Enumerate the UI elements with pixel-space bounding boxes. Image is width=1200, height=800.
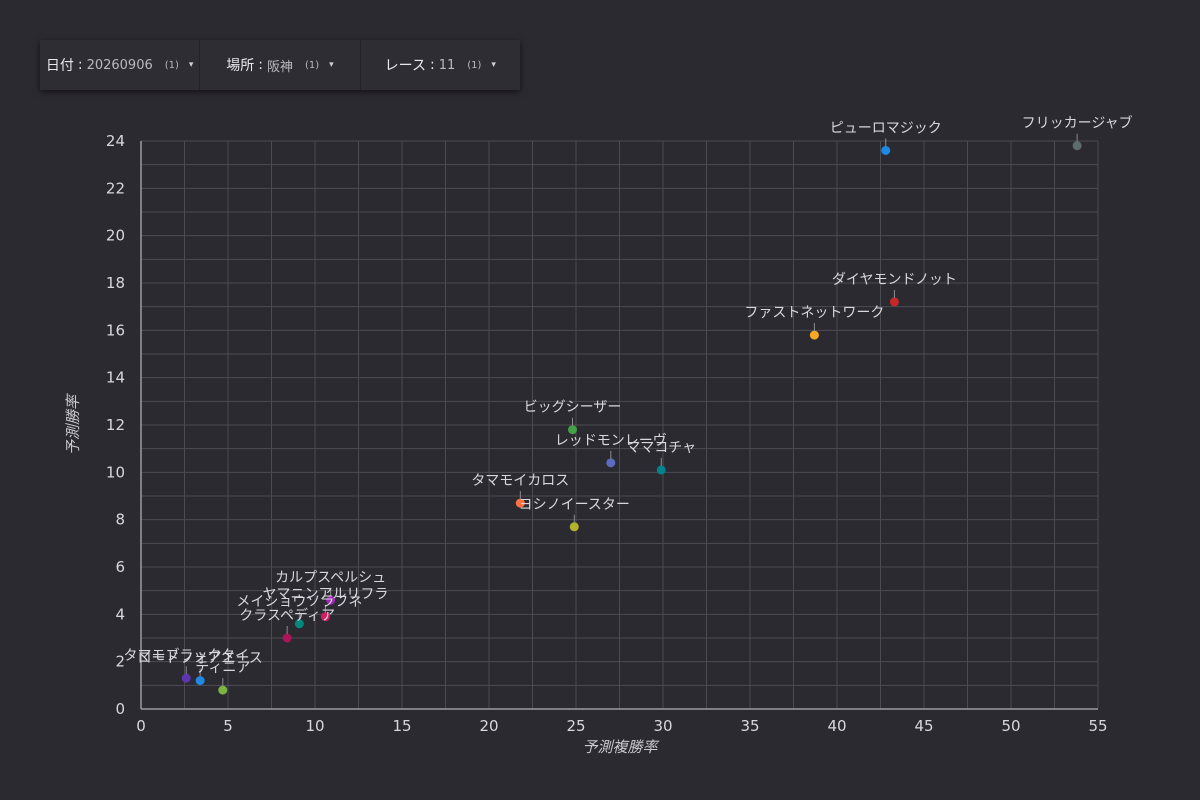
- data-point: [195, 676, 205, 686]
- y-tick-label: 10: [106, 463, 125, 481]
- x-tick-label: 55: [1088, 717, 1107, 735]
- point-label: カルプスペルシュ: [275, 570, 386, 586]
- point-label: ティニア: [195, 660, 250, 676]
- data-point: [568, 425, 578, 435]
- y-tick-label: 8: [115, 511, 125, 529]
- date-filter[interactable]: 日付: 20260906 (1) ▾: [40, 40, 201, 90]
- race-filter[interactable]: レース: 11 (1) ▾: [384, 57, 496, 74]
- point-layer: [181, 141, 1082, 695]
- label-layer: フリッカージャブ ピューロマジックダイヤモンドノットファストネットワークビッグシー…: [124, 115, 1133, 687]
- point-label: ファストネットワーク: [744, 305, 884, 321]
- point-label: タマモイカロス: [471, 473, 569, 489]
- race-filter-caret-icon: ▾: [491, 60, 496, 70]
- point-label: ビッグシーザー: [524, 400, 622, 416]
- x-tick-label: 35: [740, 717, 759, 735]
- y-tick-label: 20: [106, 227, 125, 245]
- point-label: ヨシノイースター: [519, 497, 630, 513]
- venue-filter-caret-icon: ▾: [329, 60, 334, 70]
- x-tick-label: 20: [479, 717, 498, 735]
- x-tick-label: 15: [392, 717, 411, 735]
- y-tick-label: 4: [115, 605, 125, 623]
- data-point: [881, 145, 891, 155]
- race-filter-value: 11: [438, 57, 456, 73]
- point-label: ロードフォアエース: [138, 651, 263, 667]
- grid-layer: [140, 140, 1099, 710]
- venue-filter[interactable]: 場所: 阪神 (1) ▾: [200, 40, 361, 90]
- date-filter-caret-icon: ▾: [188, 60, 194, 70]
- y-tick-label: 14: [106, 369, 125, 387]
- venue-filter-value: 阪神: [266, 59, 293, 75]
- y-axis-label: 予測勝率: [64, 393, 82, 455]
- date-filter-label: 日付: [45, 58, 74, 74]
- data-point: [606, 458, 616, 468]
- y-tick-label: 18: [106, 274, 125, 292]
- point-label: ママコチャ: [626, 440, 696, 456]
- x-tick-label: 10: [305, 717, 324, 735]
- point-label: レッドモンレーヴ: [555, 432, 667, 449]
- y-tick-label: 12: [106, 416, 125, 434]
- y-tick-label: 16: [106, 321, 125, 339]
- data-point: [515, 498, 525, 508]
- date-filter-count: (1): [164, 59, 179, 71]
- x-tick-label: 25: [566, 717, 585, 735]
- point-label: ダイヤモンドノット: [832, 272, 957, 288]
- venue-filter-label: 場所: [226, 58, 255, 74]
- point-label: メイショウソラフネ: [236, 594, 362, 610]
- point-label: ヤマニンアルリフラ: [263, 587, 389, 603]
- tick-layer: 0 5 10 15 20 25 30 35 40 45 50 55024681012141618202…: [106, 132, 1108, 735]
- venue-filter-count: (1): [305, 59, 320, 71]
- y-tick-label: 6: [115, 558, 125, 576]
- data-point: [569, 522, 579, 532]
- point-label: タマモブラックタイ: [124, 647, 249, 664]
- x-tick-label: 40: [827, 717, 846, 735]
- x-tick-label: 0: [136, 717, 146, 735]
- data-point: [282, 633, 292, 643]
- y-tick-label: 2: [115, 653, 125, 671]
- x-tick-label: 30: [653, 717, 672, 735]
- x-tick-label: 50: [1001, 717, 1020, 735]
- data-point: [218, 685, 228, 695]
- race-filter-count: (1): [467, 59, 482, 71]
- x-axis-label: 予測複勝率: [582, 738, 659, 756]
- x-tick-label: 45: [914, 717, 933, 735]
- data-point: [1072, 141, 1082, 151]
- y-tick-label: 24: [106, 132, 125, 150]
- x-tick-label: 5: [223, 717, 233, 735]
- y-tick-label: 0: [115, 700, 125, 718]
- point-label: ピューロマジック: [830, 120, 942, 136]
- y-tick-label: 22: [106, 179, 125, 197]
- data-point: [320, 612, 330, 622]
- point-label: フリッカージャブ: [1022, 115, 1133, 132]
- point-label: クラスペディア: [239, 607, 335, 624]
- filter-bar: 日付: 20260906 (1) ▾ 場所: 阪神 (1) ▾ レース: 11 …: [40, 40, 520, 90]
- data-point: [294, 619, 304, 629]
- data-point: [656, 465, 666, 475]
- data-point: [809, 330, 819, 340]
- data-point: [889, 297, 899, 307]
- data-point: [181, 673, 191, 683]
- date-filter-value: 20260906: [86, 57, 153, 73]
- data-point: [326, 595, 336, 605]
- race-filter-label: レース: [384, 58, 426, 74]
